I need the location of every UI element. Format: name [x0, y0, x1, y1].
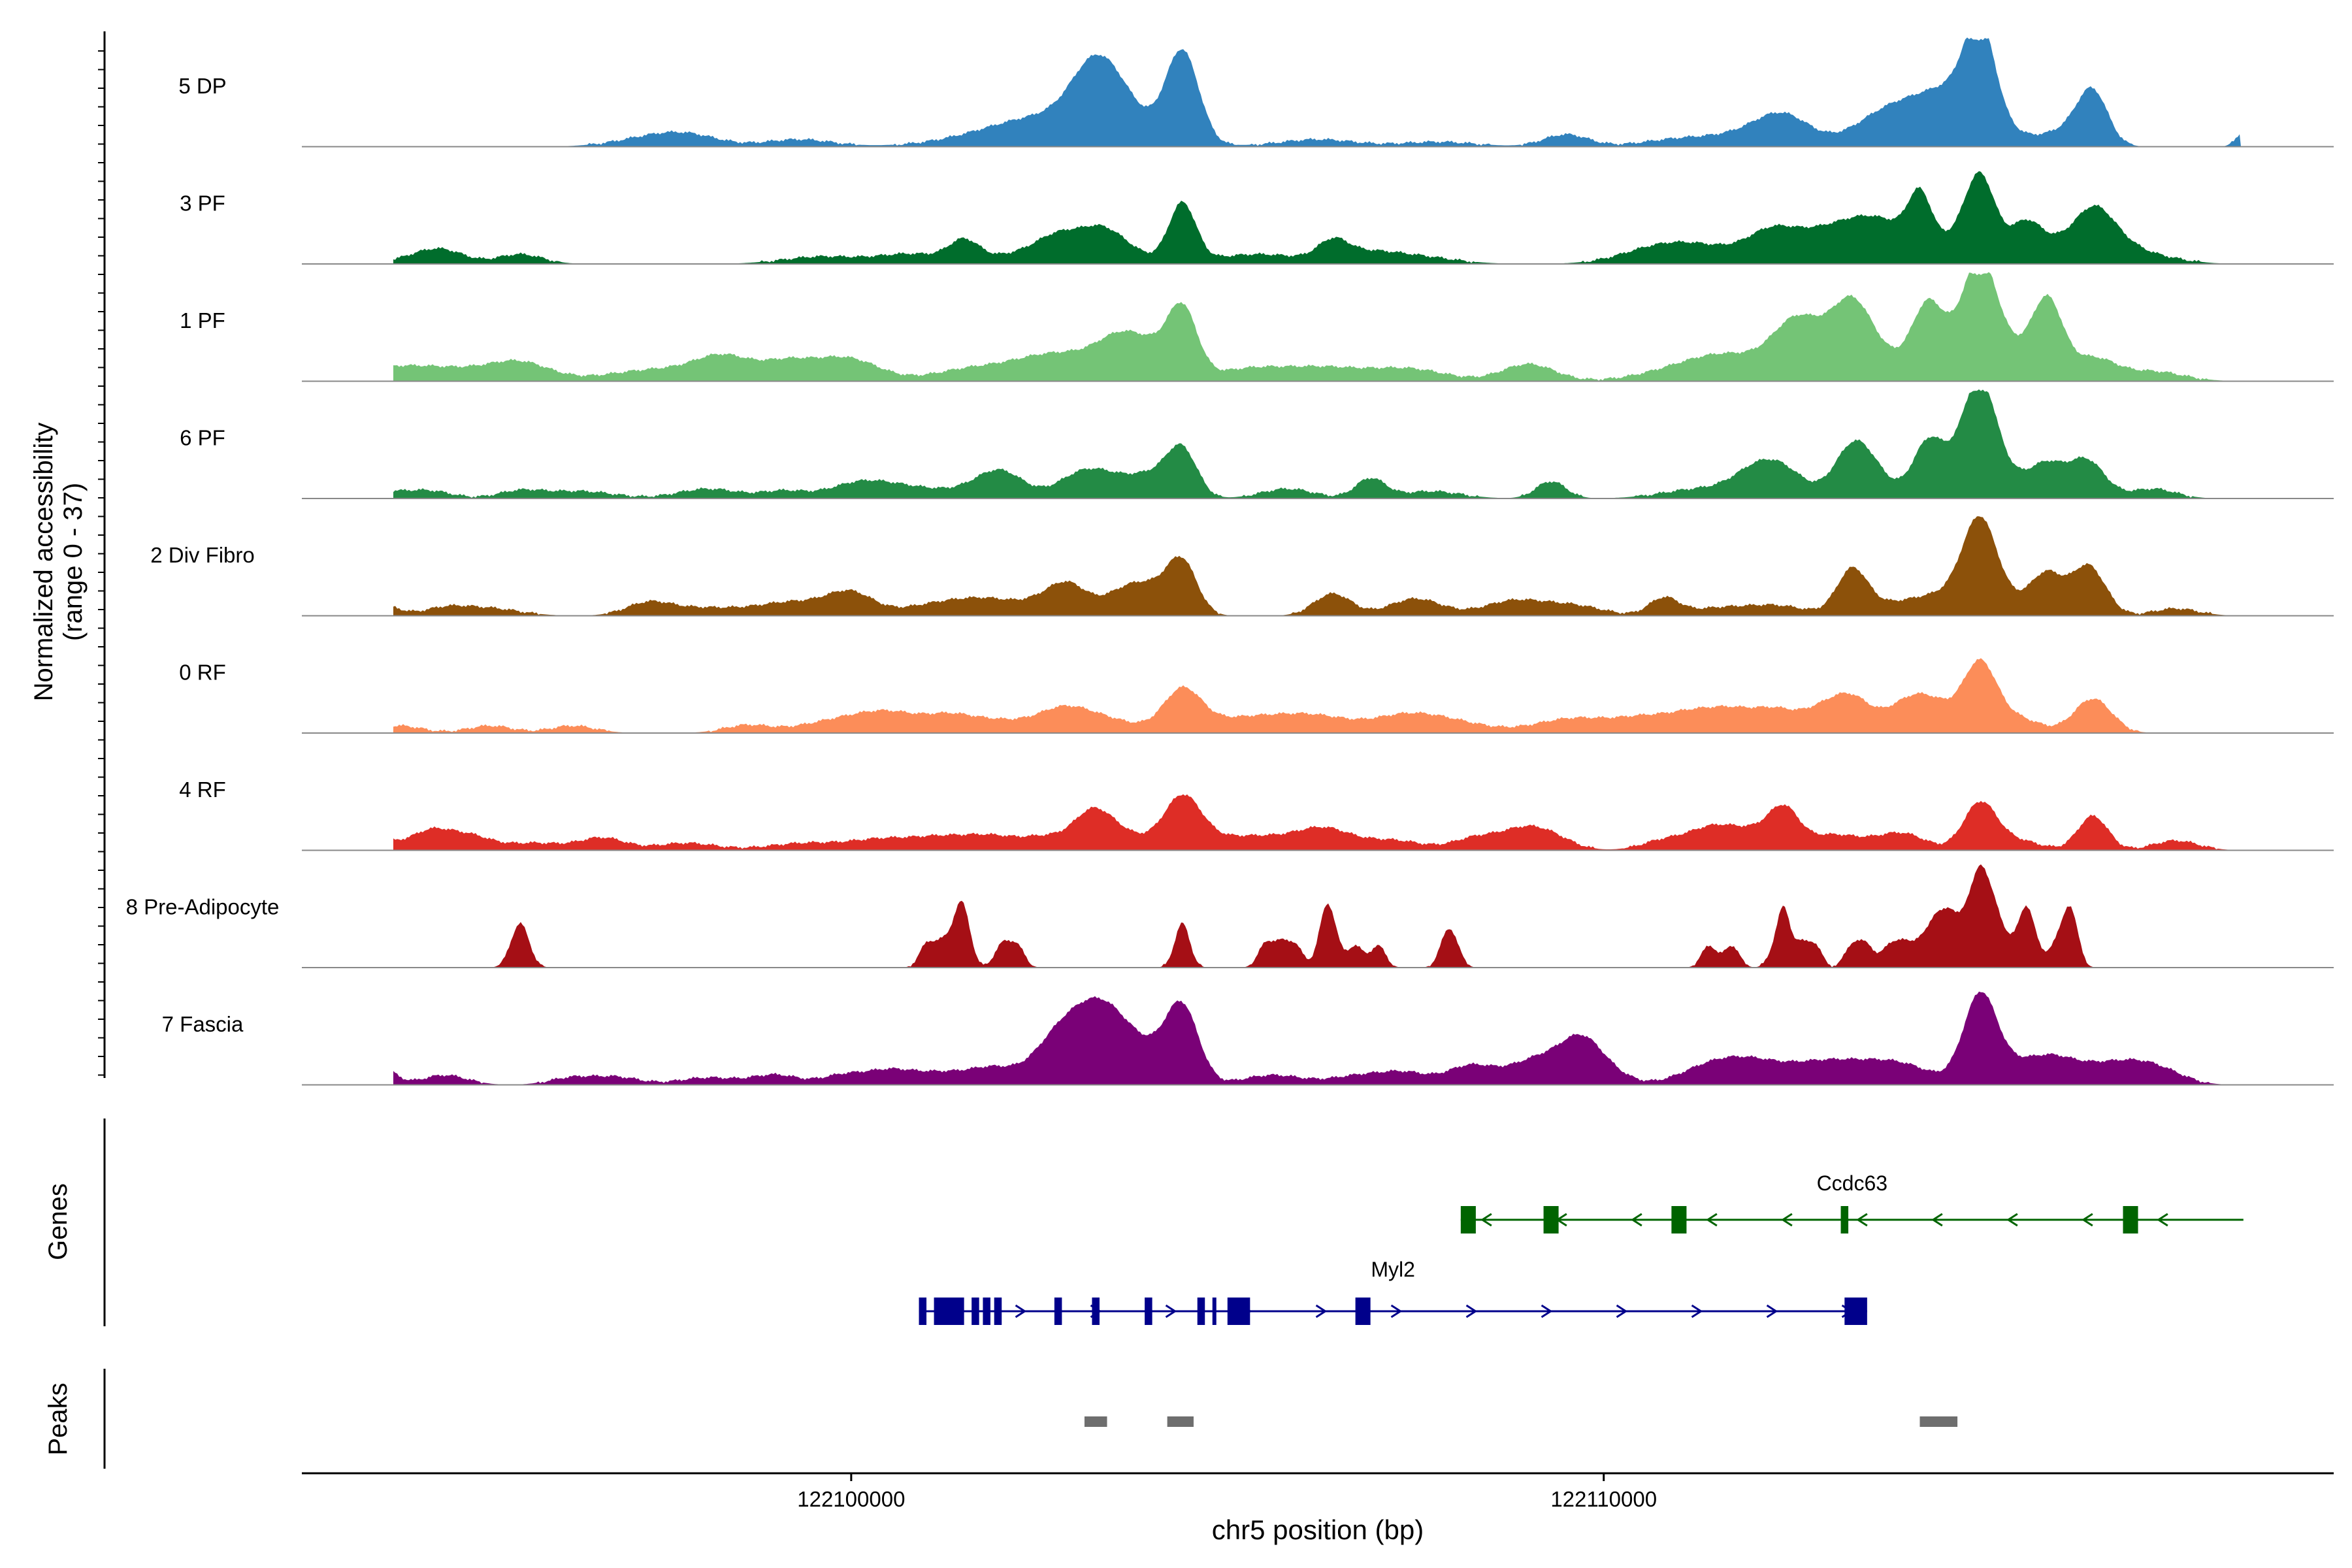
track-label-1-pf: 1 PF — [180, 308, 225, 333]
coverage-tracks: 5 DP 3 PF 1 PF 6 PF 2 Div Fibro 0 RF 4 RF 8 Pre… — [126, 37, 2334, 1086]
strand-arrow-icon — [2157, 1213, 2168, 1227]
gene-exon-myl2 — [1145, 1298, 1152, 1325]
coverage-area-6-pf — [393, 389, 2241, 498]
gene-exon-myl2 — [1227, 1298, 1250, 1325]
peaks-panel-label: Peaks — [44, 1382, 73, 1455]
coverage-area-4-rf — [393, 794, 2241, 851]
strand-arrow-icon — [1856, 1213, 1868, 1227]
strand-arrow-icon — [1315, 1304, 1328, 1318]
strand-arrow-icon — [1781, 1213, 1793, 1227]
gene-label-ccdc63: Ccdc63 — [1817, 1171, 1888, 1195]
x-axis-ticks: 122100000 122110000 — [797, 1473, 1657, 1511]
track-label-5-dp: 5 DP — [178, 74, 226, 98]
strand-arrow-icon — [1931, 1213, 1943, 1227]
strand-arrow-icon — [1616, 1304, 1628, 1318]
track-label-0-rf: 0 RF — [179, 661, 226, 685]
coverage-area-3-pf — [393, 171, 2241, 264]
coverage-area-7-fascia — [393, 991, 2241, 1085]
gene-exon-myl2 — [972, 1298, 979, 1325]
y-axis-title-line2: (range 0 - 37) — [59, 483, 88, 641]
strand-arrow-icon — [2082, 1213, 2093, 1227]
gene-exon-myl2 — [1212, 1298, 1217, 1325]
gene-exon-ccdc63 — [1840, 1206, 1849, 1233]
genes-panel-label: Genes — [44, 1183, 73, 1260]
x-tick-label: 122100000 — [797, 1487, 905, 1511]
coverage-area-0-rf — [393, 658, 2241, 733]
track-label-6-pf: 6 PF — [180, 426, 225, 450]
coverage-area-2-div-fibro — [393, 516, 2241, 616]
gene-annotation-track: Ccdc63 Myl2 — [919, 1171, 2244, 1325]
y-axis-title-line1: Normalized accessibility — [29, 423, 58, 702]
gene-exon-myl2 — [1054, 1298, 1062, 1325]
track-label-8-pre-adipocyte: 8 Pre-Adipocyte — [126, 895, 280, 919]
gene-exon-ccdc63 — [1460, 1206, 1476, 1233]
strand-arrow-icon — [2006, 1213, 2018, 1227]
track-label-2-div-fibro: 2 Div Fibro — [150, 543, 255, 567]
gene-exon-myl2 — [1092, 1298, 1100, 1325]
coverage-area-1-pf — [393, 272, 2241, 382]
gene-exon-myl2 — [919, 1298, 927, 1325]
gene-exon-ccdc63 — [2123, 1206, 2138, 1233]
coverage-y-ticks — [98, 50, 105, 1076]
strand-arrow-icon — [1706, 1213, 1718, 1227]
strand-arrow-icon — [1631, 1213, 1642, 1227]
gene-exon-myl2 — [934, 1298, 964, 1325]
gene-exon-ccdc63 — [1543, 1206, 1559, 1233]
gene-exon-ccdc63 — [1671, 1206, 1687, 1233]
gene-label-myl2: Myl2 — [1371, 1258, 1415, 1281]
x-axis-title: chr5 position (bp) — [1212, 1514, 1424, 1545]
strand-arrow-icon — [1691, 1304, 1703, 1318]
gene-exon-myl2 — [994, 1298, 1002, 1325]
strand-arrow-icon — [1015, 1304, 1027, 1318]
track-label-4-rf: 4 RF — [179, 777, 226, 802]
track-label-3-pf: 3 PF — [180, 191, 225, 216]
peak-region — [1919, 1416, 1958, 1427]
gene-exon-myl2 — [1197, 1298, 1205, 1325]
gene-exon-myl2 — [983, 1298, 990, 1325]
peak-region — [1167, 1416, 1194, 1427]
coverage-area-5-dp — [393, 37, 2241, 147]
strand-arrow-icon — [1480, 1213, 1492, 1227]
gene-exon-myl2 — [1844, 1298, 1867, 1325]
strand-arrow-icon — [1541, 1304, 1553, 1318]
strand-arrow-icon — [1766, 1304, 1778, 1318]
gene-exon-myl2 — [1355, 1298, 1371, 1325]
track-label-7-fascia: 7 Fascia — [162, 1012, 244, 1036]
strand-arrow-icon — [1465, 1304, 1478, 1318]
x-tick-label: 122110000 — [1550, 1487, 1657, 1511]
coverage-area-8-pre-adipocyte — [393, 864, 2241, 968]
strand-arrow-icon — [1390, 1304, 1403, 1318]
peak-track — [1084, 1416, 1958, 1427]
peak-region — [1084, 1416, 1107, 1427]
strand-arrow-icon — [1165, 1304, 1177, 1318]
